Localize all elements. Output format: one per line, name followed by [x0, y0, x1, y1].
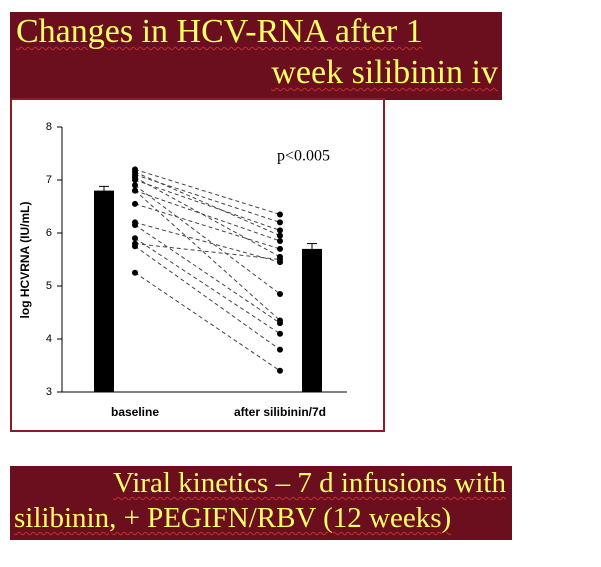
- chart: log HCVRNA (IU/mL) p<0.005 3 4 5 6 7 8 baselin…: [18, 121, 347, 419]
- patient-line: [134, 184, 281, 295]
- y-tick-label: 8: [46, 121, 52, 133]
- patient-dot: [132, 222, 138, 229]
- patient-line: [134, 190, 281, 321]
- patient-dot: [132, 243, 138, 250]
- patient-dot: [132, 177, 138, 183]
- patient-line: [134, 237, 281, 335]
- patient-line: [134, 168, 281, 215]
- patient-dot: [277, 227, 283, 234]
- footer-line: silibinin, + PEGIFN/RBV (12 weeks): [14, 501, 452, 534]
- patient-line: [134, 179, 281, 231]
- y-tick-label: 7: [46, 174, 52, 186]
- title-banner: Changes in HCV-RNA after 1 week silibini…: [10, 12, 502, 100]
- bar: [302, 248, 322, 392]
- patient-dot: [277, 211, 283, 218]
- patient-dot: [132, 200, 138, 207]
- patient-dot: [277, 290, 283, 297]
- patient-dot: [277, 219, 283, 226]
- patient-dot: [132, 182, 138, 189]
- patient-dot: [277, 320, 283, 327]
- patient-dot: [277, 330, 283, 337]
- patient-line: [134, 171, 281, 237]
- patient-dot: [277, 245, 283, 252]
- patient-line: [134, 203, 281, 250]
- patient-line: [134, 190, 281, 242]
- title-line: week silibinin iv: [271, 53, 498, 91]
- patient-dot: [132, 187, 138, 194]
- patient-dot: [277, 237, 283, 244]
- patient-line: [134, 272, 281, 372]
- patient-dot: [277, 232, 283, 239]
- footer-banner: Viral kinetics – 7 d infusions with sili…: [10, 466, 512, 540]
- bar: [94, 190, 114, 392]
- chart-frame: log HCVRNA (IU/mL) p<0.005 3 4 5 6 7 8 baselin…: [10, 98, 385, 432]
- patient-dot: [132, 269, 138, 276]
- patient-dot: [132, 235, 138, 242]
- y-tick-label: 4: [46, 333, 52, 345]
- y-tick-label: 3: [46, 386, 52, 398]
- patient-dot: [277, 346, 283, 353]
- x-tick-label: after silibinin/7d: [234, 405, 326, 419]
- footer-line: Viral kinetics – 7 d infusions with: [113, 467, 506, 499]
- patient-dot: [277, 367, 283, 374]
- y-axis-label: log HCVRNA (IU/mL): [18, 202, 32, 319]
- patient-line: [134, 174, 281, 223]
- patient-line: [134, 224, 281, 324]
- patient-dot: [277, 256, 283, 263]
- x-tick-label: baseline: [111, 405, 159, 419]
- y-tick-label: 6: [46, 227, 52, 239]
- patient-line: [134, 243, 281, 260]
- title-line: Changes in HCV-RNA after 1: [16, 13, 423, 50]
- annotation: p<0.005: [277, 148, 330, 165]
- y-tick-label: 5: [46, 280, 52, 292]
- patient-line: [134, 245, 281, 351]
- patient-line: [134, 176, 281, 258]
